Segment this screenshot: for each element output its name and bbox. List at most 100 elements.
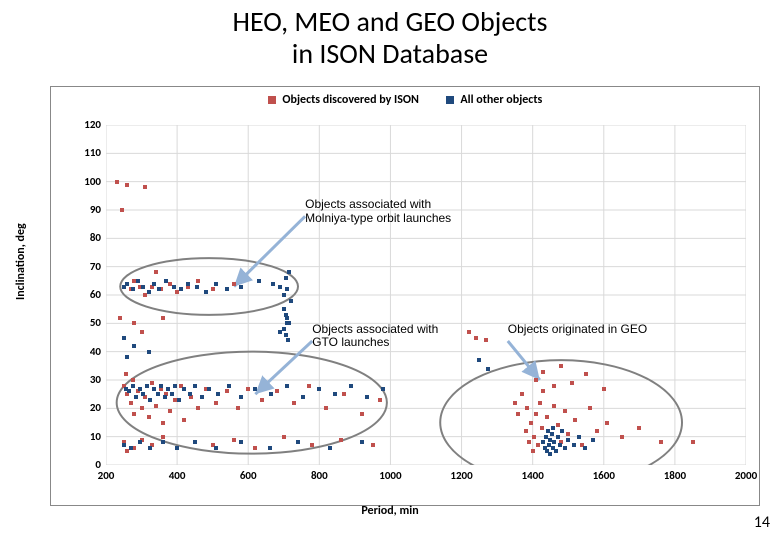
data-point <box>195 285 199 289</box>
data-point <box>602 387 606 391</box>
data-point <box>563 409 567 413</box>
data-point <box>131 384 135 388</box>
data-point <box>691 440 695 444</box>
data-point <box>551 426 555 430</box>
ellipse-overlay <box>106 125 746 465</box>
y-axis-label: Inclination, deg <box>14 223 28 300</box>
data-point <box>324 406 328 410</box>
data-point <box>156 392 160 396</box>
x-tick-label: 1400 <box>513 469 553 482</box>
data-point <box>541 389 545 393</box>
data-point <box>141 285 145 289</box>
data-point <box>339 438 343 442</box>
data-point <box>531 449 535 453</box>
data-point <box>548 452 552 456</box>
data-point <box>591 438 595 442</box>
data-point <box>545 415 549 419</box>
data-point <box>227 384 231 388</box>
data-point <box>131 287 135 291</box>
data-point <box>349 384 353 388</box>
data-point <box>310 443 314 447</box>
data-point <box>148 446 152 450</box>
data-point <box>577 435 581 439</box>
data-point <box>138 440 142 444</box>
data-point <box>179 287 183 291</box>
data-point <box>257 279 261 283</box>
x-tick-label: 1200 <box>442 469 482 482</box>
legend-swatch-ison <box>268 96 276 104</box>
x-tick-label: 200 <box>86 469 126 482</box>
y-tick-label: 80 <box>71 231 101 244</box>
y-tick-label: 70 <box>71 260 101 273</box>
y-tick-label: 120 <box>71 118 101 131</box>
data-point <box>239 285 243 289</box>
data-point <box>118 316 122 320</box>
y-tick-label: 90 <box>71 203 101 216</box>
title-line-2: in ISON Database <box>292 36 488 71</box>
data-point <box>365 395 369 399</box>
data-point <box>583 446 587 450</box>
x-tick-label: 800 <box>299 469 339 482</box>
data-point <box>484 338 488 342</box>
data-point <box>284 276 288 280</box>
data-point <box>595 429 599 433</box>
legend-swatch-other <box>446 96 454 104</box>
y-tick-label: 110 <box>71 146 101 159</box>
data-point <box>246 387 250 391</box>
arrow-overlay <box>106 125 746 465</box>
data-point <box>239 395 243 399</box>
y-tick-label: 100 <box>71 175 101 188</box>
data-point <box>584 372 588 376</box>
data-point <box>214 446 218 450</box>
data-point <box>138 387 142 391</box>
data-point <box>239 440 243 444</box>
data-point <box>563 446 567 450</box>
data-point <box>538 401 542 405</box>
data-point <box>282 293 286 297</box>
data-point <box>520 392 524 396</box>
data-point <box>253 387 257 391</box>
data-point <box>477 358 481 362</box>
data-point <box>558 443 562 447</box>
legend: Objects discovered by ISON All other obj… <box>51 93 759 107</box>
data-point <box>525 406 529 410</box>
data-point <box>125 355 129 359</box>
data-point <box>534 412 538 416</box>
ann-geo: Objects originated in GEO <box>508 323 647 336</box>
data-point <box>513 401 517 405</box>
data-point <box>193 384 197 388</box>
data-point <box>285 384 289 388</box>
data-point <box>211 287 215 291</box>
grid-svg <box>106 125 746 465</box>
data-point <box>173 384 177 388</box>
data-point <box>278 285 282 289</box>
data-point <box>559 364 563 368</box>
data-point <box>163 395 167 399</box>
data-point <box>150 381 154 385</box>
data-point <box>207 387 211 391</box>
data-point <box>550 432 554 436</box>
data-point <box>182 418 186 422</box>
data-point <box>129 446 133 450</box>
data-point <box>620 435 624 439</box>
data-point <box>554 449 558 453</box>
data-point <box>122 443 126 447</box>
legend-label-ison: Objects discovered by ISON <box>282 93 419 107</box>
data-point <box>232 438 236 442</box>
data-point <box>129 401 133 405</box>
data-point <box>296 440 300 444</box>
data-point <box>556 435 560 439</box>
data-point <box>127 389 131 393</box>
data-point <box>532 435 536 439</box>
data-point <box>157 287 161 291</box>
data-point <box>166 387 170 391</box>
data-point <box>284 333 288 337</box>
x-tick-label: 600 <box>228 469 268 482</box>
data-point <box>572 443 576 447</box>
data-point <box>154 404 158 408</box>
data-point <box>115 180 119 184</box>
data-point <box>196 406 200 410</box>
x-tick-label: 1000 <box>370 469 410 482</box>
data-point <box>342 392 346 396</box>
data-point <box>225 389 229 393</box>
